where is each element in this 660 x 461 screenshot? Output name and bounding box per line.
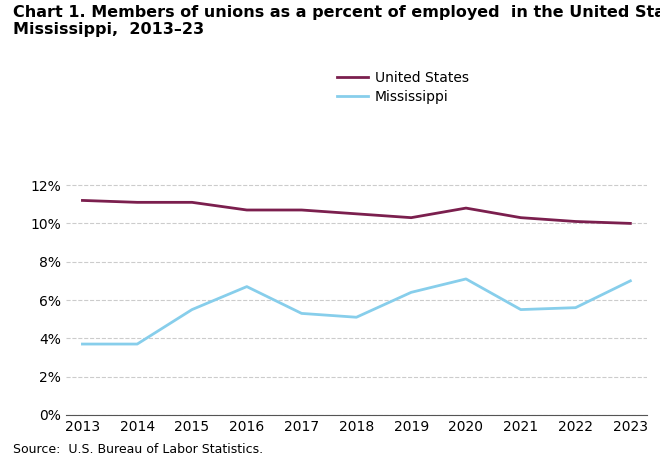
- United States: [298, 207, 306, 213]
- Mississippi: [79, 341, 86, 347]
- United States: [243, 207, 251, 213]
- Mississippi: [243, 284, 251, 290]
- Mississippi: [407, 290, 415, 295]
- United States: [407, 215, 415, 220]
- Mississippi: [462, 276, 470, 282]
- United States: [517, 215, 525, 220]
- Mississippi: [517, 307, 525, 313]
- Mississippi: [188, 307, 196, 313]
- United States: [572, 219, 579, 224]
- United States: [188, 200, 196, 205]
- Mississippi: [626, 278, 634, 284]
- Mississippi: [352, 314, 360, 320]
- United States: [133, 200, 141, 205]
- Mississippi: [133, 341, 141, 347]
- United States: [352, 211, 360, 217]
- Mississippi: [298, 311, 306, 316]
- Line: United States: United States: [82, 201, 630, 224]
- United States: [462, 205, 470, 211]
- Text: Source:  U.S. Bureau of Labor Statistics.: Source: U.S. Bureau of Labor Statistics.: [13, 443, 263, 456]
- Legend: United States, Mississippi: United States, Mississippi: [337, 71, 469, 104]
- Line: Mississippi: Mississippi: [82, 279, 630, 344]
- Mississippi: [572, 305, 579, 310]
- United States: [79, 198, 86, 203]
- United States: [626, 221, 634, 226]
- Text: Chart 1. Members of unions as a percent of employed  in the United States and
Mi: Chart 1. Members of unions as a percent …: [13, 5, 660, 37]
